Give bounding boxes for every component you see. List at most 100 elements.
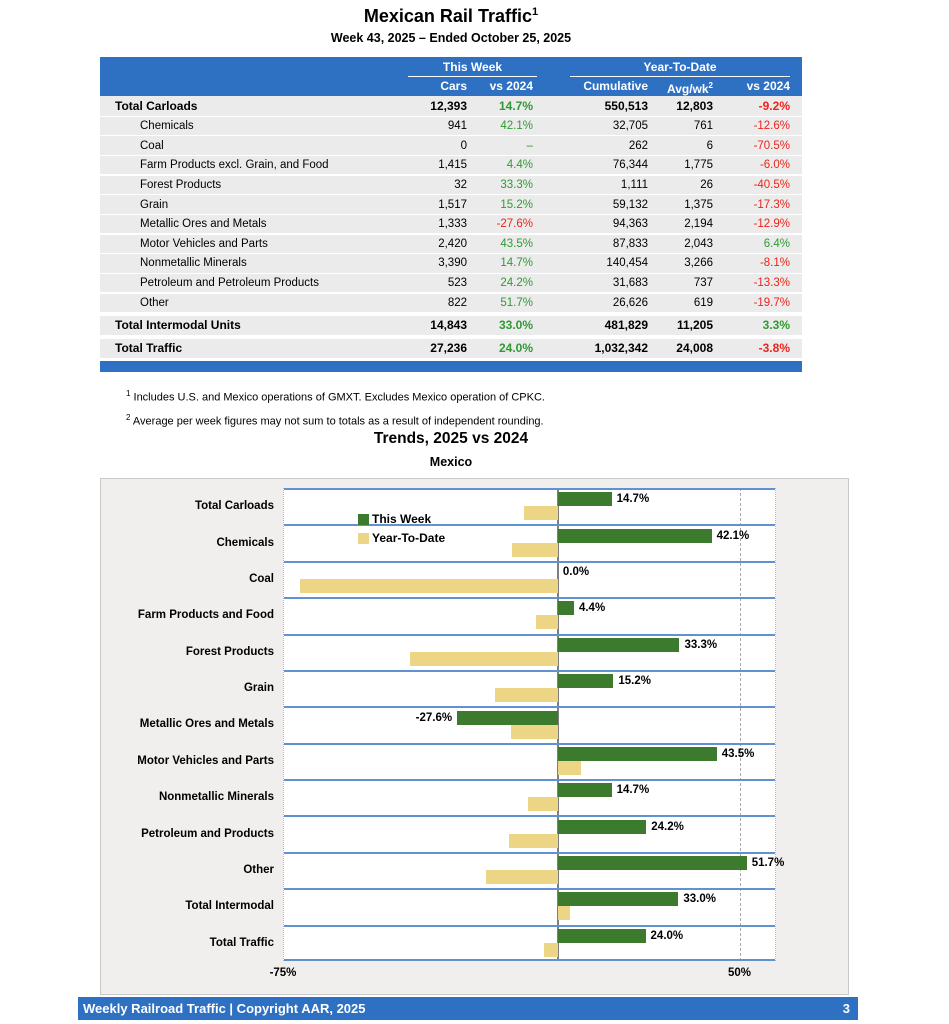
bar-year-to-date [510,724,558,739]
row-value: 1,111 [620,178,648,191]
bar-this-week [557,528,712,543]
row-separator-line [284,959,775,961]
chart-category-label: Total Carloads [194,500,274,513]
chart-category-label: Motor Vehicles and Parts [137,754,274,767]
row-value: 4.4% [506,159,533,172]
chart-category-label: Other [243,864,274,877]
row-value: 32,705 [612,119,648,132]
row-separator-line [284,560,775,563]
bar-value-label: 24.0% [650,929,684,942]
row-separator-line [284,779,775,782]
row-value: 94,363 [612,218,648,231]
row-label: Coal [140,139,164,152]
table-row: Chemicals 941 42.1% 32,705 761 -12.6% [100,116,802,136]
x-axis-tick-label: -75% [269,967,297,979]
row-value: 26,626 [612,296,648,309]
row-separator-line [284,488,775,490]
bar-year-to-date [509,833,558,848]
row-value: 24,008 [676,341,713,356]
bar-year-to-date [485,870,558,885]
legend-swatch-icon [358,513,369,525]
bar-value-label: -27.6% [415,711,453,724]
row-separator-line [284,924,775,927]
row-value: 3,390 [438,257,467,270]
bar-year-to-date [528,797,558,812]
chart-category-label: Grain [243,682,274,695]
row-label: Forest Products [140,178,222,191]
column-headers: Cars vs 2024 Cumulative Avg/wk2 vs 2024 [100,78,802,97]
row-label: Other [140,296,169,309]
row-value: 87,833 [612,237,648,250]
row-value: 26 [700,178,713,191]
column-header-cars: Cars [440,79,467,93]
bar-value-label: 0.0% [562,565,590,578]
column-header-spacer [100,78,402,97]
bar-this-week [557,892,679,907]
row-value: 6 [706,139,713,152]
row-value: 12,393 [430,98,467,113]
row-separator-line [284,888,775,891]
bar-year-to-date [300,578,558,593]
table-row: Grain 1,517 15.2% 59,132 1,375 -17.3% [100,195,802,214]
row-value: 941 [447,119,467,132]
table-bottom-bar [100,360,802,373]
x-axis-tick-label: 50% [727,967,751,979]
table-header: This Week Year-To-Date Cars vs 2024 Cumu… [100,57,802,96]
legend-label: This Week [372,512,432,526]
row-value: 1,775 [684,159,713,172]
bar-year-to-date [557,760,582,775]
report-header: Mexican Rail Traffic1 Week 43, 2025 – En… [100,6,802,45]
row-separator-line [284,706,775,709]
bar-this-week [557,492,612,507]
bar-value-label: 14.7% [616,784,650,797]
row-value: -12.9% [753,218,790,231]
row-value: 33.3% [500,178,533,191]
footnote: 1 Includes U.S. and Mexico operations of… [126,389,545,404]
footer-text: Weekly Railroad Traffic | Copyright AAR,… [83,1001,366,1016]
column-header-ytd-vs2024: vs 2024 [746,79,790,93]
row-value: 15.2% [500,198,533,211]
row-label: Grain [140,198,169,211]
row-label: Metallic Ores and Metals [140,218,267,231]
chart-title: Trends, 2025 vs 2024 [373,430,529,447]
traffic-table: This Week Year-To-Date Cars vs 2024 Cumu… [100,57,802,373]
row-value: 481,829 [604,318,648,333]
row-value: 523 [447,277,467,290]
bar-year-to-date [494,688,558,703]
title-footnote-marker: 1 [531,6,539,18]
chart-category-label: Forest Products [185,645,274,658]
bar-value-label: 43.5% [721,747,755,760]
table-row: Coal 0 – 262 6 -70.5% [100,136,802,155]
bar-value-label: 33.3% [684,638,718,651]
row-value: 51.7% [500,296,533,309]
row-label: Nonmetallic Minerals [140,257,247,270]
bar-this-week [557,746,717,761]
row-value: 0 [460,139,467,152]
bar-value-label: 33.0% [683,893,716,906]
row-value: 24.0% [498,341,533,356]
row-value: -8.1% [759,257,790,270]
row-value: 14.7% [500,257,533,270]
table-row: Nonmetallic Minerals 3,390 14.7% 140,454 3,2… [100,254,802,273]
row-separator-line [284,851,775,854]
table-row: Total Intermodal Units 14,843 33.0% 481,829… [100,315,802,335]
row-separator-line [284,633,775,636]
row-value: 27,236 [430,341,467,356]
row-value: 43.5% [500,237,533,250]
row-value: 761 [693,119,713,132]
bar-this-week [557,674,614,689]
row-separator-line [284,524,775,527]
row-value: 1,517 [438,198,467,211]
row-label: Petroleum and Petroleum Products [140,277,319,290]
row-value: 11,205 [676,318,713,333]
bar-this-week [557,637,680,652]
chart-category-label: Coal [249,572,274,585]
row-value: -12.6% [753,119,790,132]
bar-year-to-date [557,906,570,921]
chart-category-label: Farm Products and Food [137,609,274,622]
bar-this-week [457,710,558,725]
row-value: – [526,139,533,152]
column-header-wk-vs2024: vs 2024 [489,79,533,93]
chart-category-label: Total Intermodal [185,900,274,913]
row-value: 1,032,342 [594,341,648,356]
